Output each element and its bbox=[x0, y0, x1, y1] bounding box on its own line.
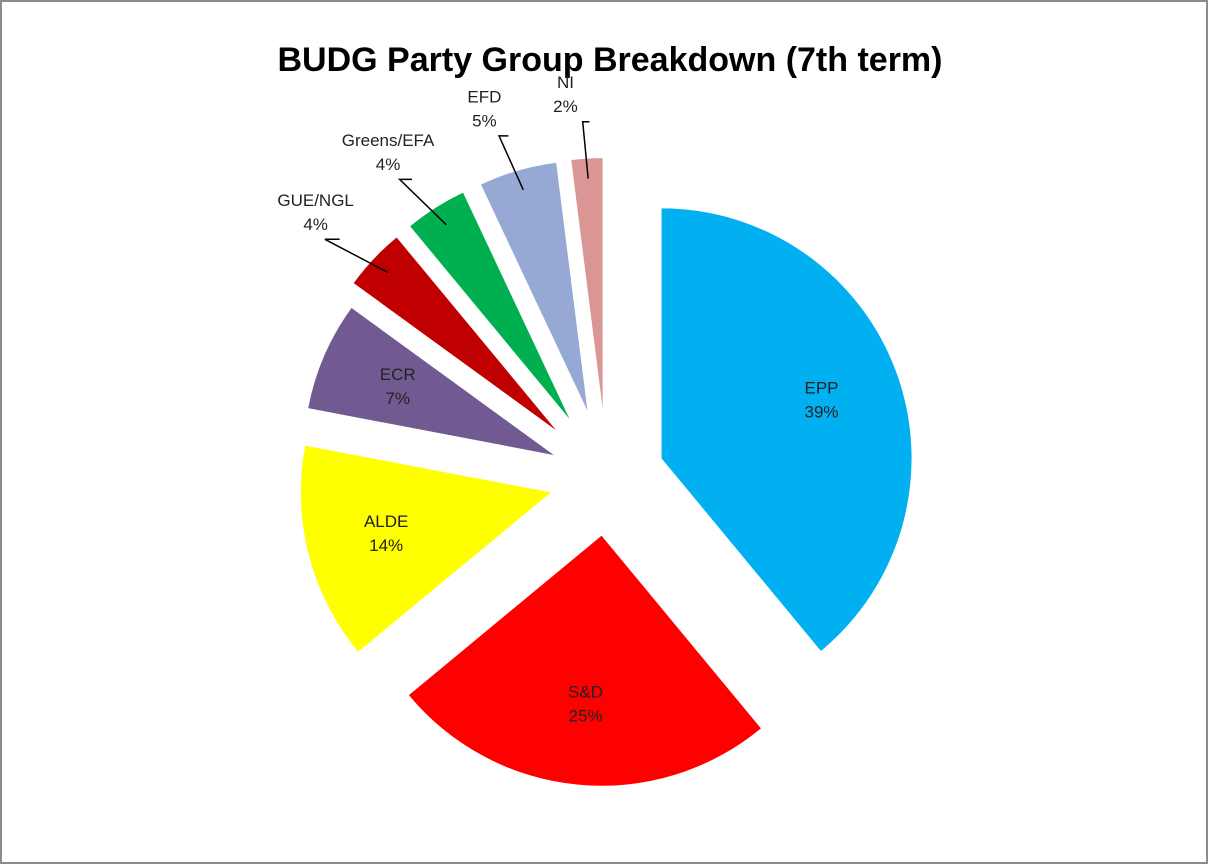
pie-slice bbox=[308, 308, 554, 455]
pie-slice bbox=[353, 237, 556, 431]
slice-label-name: Greens/EFA bbox=[342, 131, 435, 150]
pie-slice bbox=[408, 535, 761, 786]
pie-slice bbox=[300, 445, 551, 652]
leader-line bbox=[397, 178, 447, 226]
slice-label-value: 7% bbox=[385, 389, 410, 408]
pie-slice bbox=[481, 162, 588, 411]
slice-label-value: 39% bbox=[805, 402, 839, 421]
pie-slice bbox=[571, 158, 603, 409]
slice-label-name: EFD bbox=[467, 87, 501, 106]
slice-label-value: 25% bbox=[569, 706, 603, 725]
slice-label-name: GUE/NGL bbox=[277, 191, 354, 210]
leader-line bbox=[324, 238, 389, 274]
chart-title: BUDG Party Group Breakdown (7th term) bbox=[278, 41, 943, 79]
leader-line bbox=[497, 135, 524, 191]
slice-label-name: NI bbox=[557, 73, 574, 92]
slice-label-value: 14% bbox=[369, 536, 403, 555]
slice-label-name: EPP bbox=[805, 378, 839, 397]
pie-slice bbox=[410, 192, 570, 419]
slice-label-name: S&D bbox=[568, 682, 603, 701]
slice-label-value: 2% bbox=[553, 97, 578, 116]
pie-slice bbox=[661, 208, 912, 651]
slice-label-value: 4% bbox=[376, 155, 401, 174]
leader-line bbox=[581, 120, 590, 179]
slice-label-name: ALDE bbox=[364, 512, 408, 531]
slice-label-value: 4% bbox=[303, 215, 328, 234]
slice-label-value: 5% bbox=[472, 111, 497, 130]
slice-label-name: ECR bbox=[380, 365, 416, 384]
